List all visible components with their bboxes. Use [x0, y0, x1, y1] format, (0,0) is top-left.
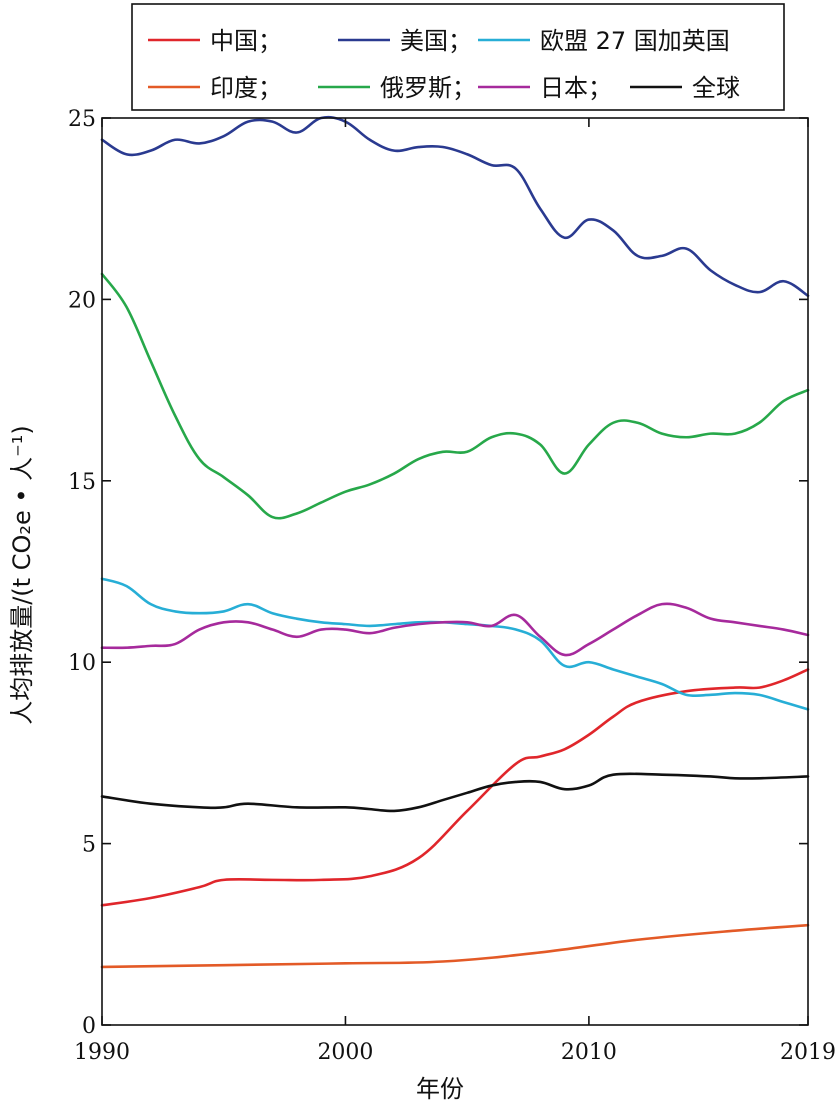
y-tick-label: 20	[68, 288, 96, 313]
series-line-7	[100, 772, 810, 813]
plot-frame	[101, 117, 809, 1026]
y-tick-label: 15	[68, 470, 96, 495]
y-tick-label: 25	[68, 107, 96, 132]
y-tick-label: 5	[82, 833, 96, 858]
legend-label-7: 全球	[692, 74, 740, 102]
x-tick-label: 2019	[780, 1040, 836, 1065]
series-line-5	[100, 272, 810, 520]
x-axis-title: 年份	[416, 1075, 464, 1103]
legend-label-3: 欧盟 27 国加英国	[540, 27, 730, 55]
y-axis-title: 人均排放量/(t CO₂e • 人⁻¹)	[8, 425, 36, 725]
legend-label-1: 中国；	[210, 27, 282, 55]
y-tick-label: 0	[82, 1014, 96, 1039]
x-tick-label: 2010	[561, 1040, 617, 1065]
series-layer	[100, 115, 810, 969]
legend-label-6: 日本；	[540, 74, 612, 102]
series-line-2	[100, 115, 810, 298]
x-tick-label: 2000	[317, 1040, 373, 1065]
series-line-6	[100, 602, 810, 657]
y-tick-label: 10	[68, 651, 96, 676]
legend-label-4: 印度；	[210, 74, 282, 102]
x-tick-label: 1990	[74, 1040, 130, 1065]
series-line-4	[100, 923, 810, 969]
legend-label-5: 俄罗斯；	[380, 74, 476, 102]
series-line-1	[100, 668, 810, 907]
axes-layer: 0 5 10 15 20 25 1990 2000 2010 2019	[68, 107, 836, 1065]
legend-label-2: 美国；	[400, 27, 472, 55]
legend-box	[131, 3, 785, 111]
